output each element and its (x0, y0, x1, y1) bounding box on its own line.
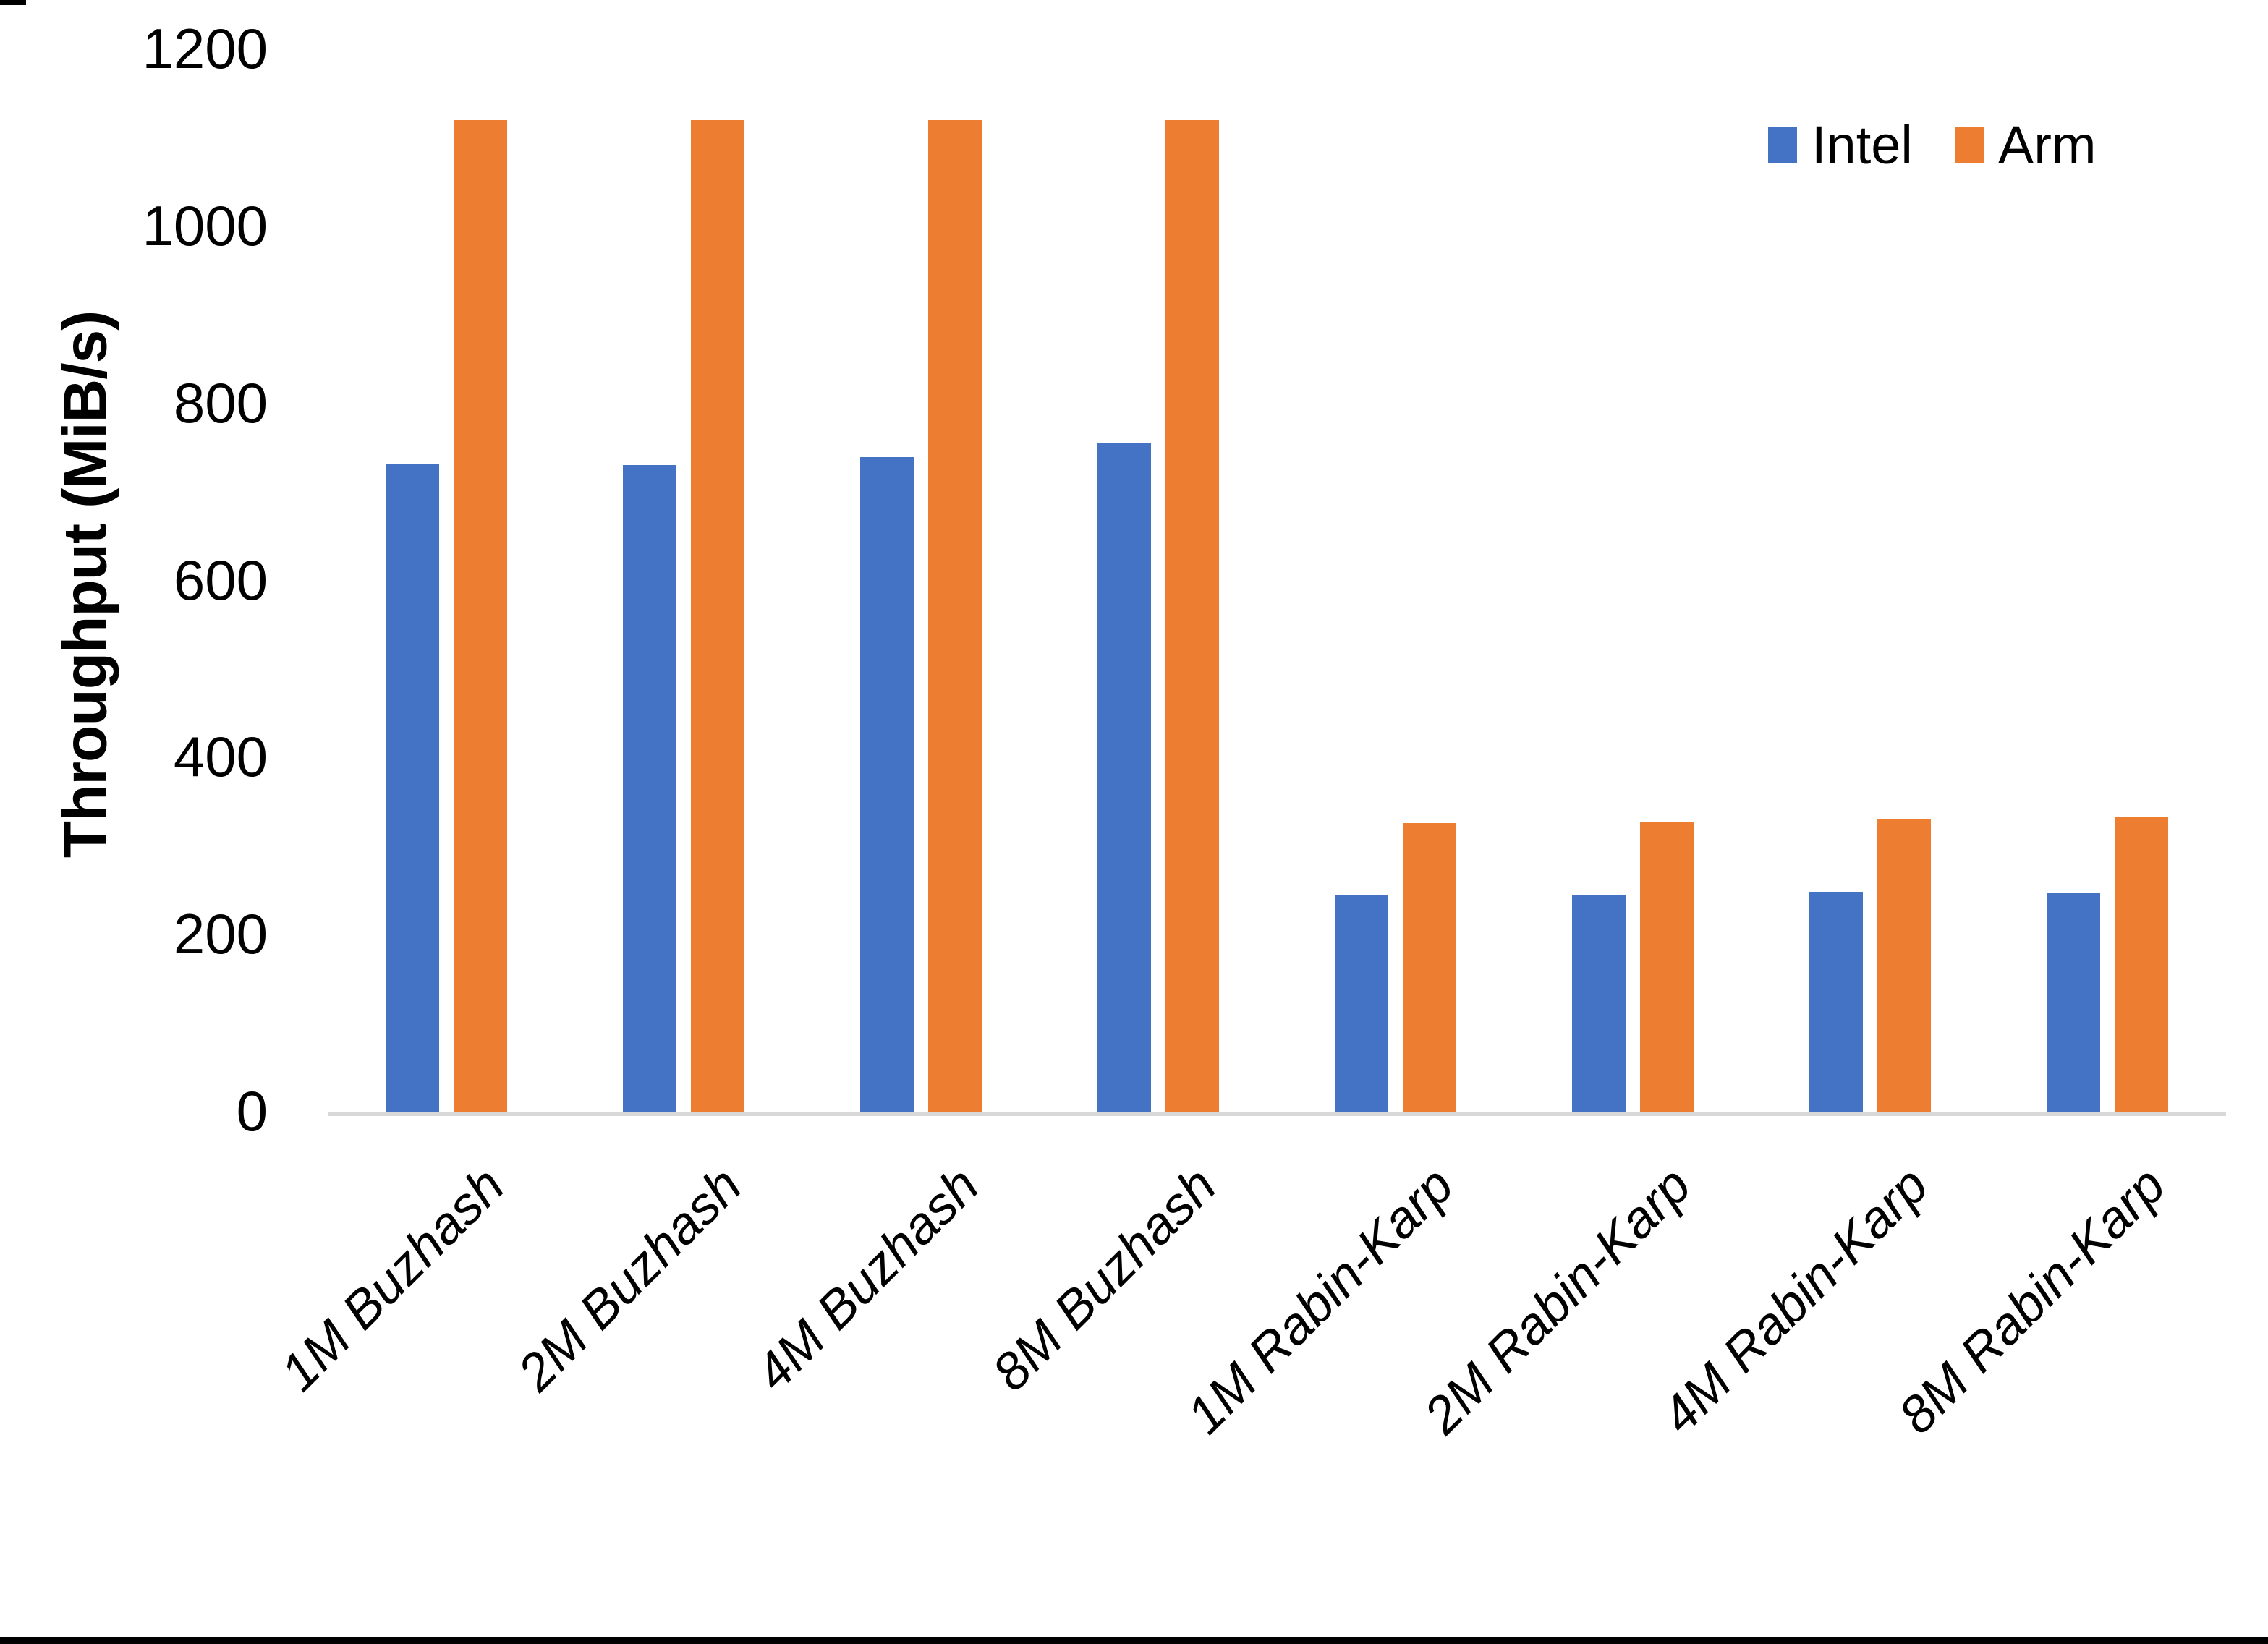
y-tick-label-1200: 1200 (142, 16, 268, 80)
bar-arm-2m-rabin-karp (1640, 822, 1694, 1114)
bar-arm-1m-rabin-karp (1403, 823, 1456, 1114)
bar-intel-8m-rabin-karp (2047, 892, 2100, 1114)
bar-intel-1m-buzhash (386, 464, 439, 1114)
bar-arm-4m-rabin-karp (1877, 819, 1931, 1114)
y-tick-label-200: 200 (173, 902, 268, 966)
bar-intel-4m-rabin-karp (1809, 891, 1863, 1114)
legend-label-intel: Intel (1812, 115, 1913, 175)
bottom-border (0, 1637, 2268, 1644)
x-axis-line (328, 1112, 2226, 1116)
bar-intel-1m-rabin-karp (1335, 895, 1388, 1114)
legend: Intel Arm (1768, 114, 2097, 176)
bar-arm-8m-buzhash (1165, 120, 1219, 1114)
bar-arm-2m-buzhash (691, 120, 744, 1114)
x-label-2m-buzhash: 2M Buzhash (506, 1156, 753, 1402)
bar-arm-1m-buzhash (454, 120, 507, 1114)
top-left-border-mark (0, 0, 26, 5)
bar-intel-8m-buzhash (1097, 443, 1151, 1114)
bar-intel-4m-buzhash (860, 456, 914, 1114)
arm-series-swatch-icon (1954, 127, 1984, 163)
y-tick-label-600: 600 (173, 548, 268, 612)
intel-series-swatch-icon (1768, 127, 1797, 163)
bar-arm-8m-rabin-karp (2115, 816, 2168, 1114)
y-tick-label-0: 0 (236, 1078, 268, 1143)
x-label-4m-buzhash: 4M Buzhash (744, 1156, 990, 1402)
y-tick-label-800: 800 (173, 370, 268, 435)
x-label-8m-buzhash: 8M Buzhash (981, 1156, 1228, 1402)
bar-arm-4m-buzhash (928, 120, 982, 1114)
y-tick-label-1000: 1000 (142, 193, 268, 257)
legend-label-arm: Arm (1997, 115, 2097, 175)
bar-intel-2m-buzhash (623, 464, 676, 1114)
legend-item-intel: Intel (1768, 114, 1913, 176)
y-tick-label-400: 400 (173, 725, 268, 789)
legend-item-arm: Arm (1954, 114, 2097, 176)
x-label-1m-buzhash: 1M Buzhash (269, 1156, 516, 1402)
bar-intel-2m-rabin-karp (1572, 895, 1626, 1114)
